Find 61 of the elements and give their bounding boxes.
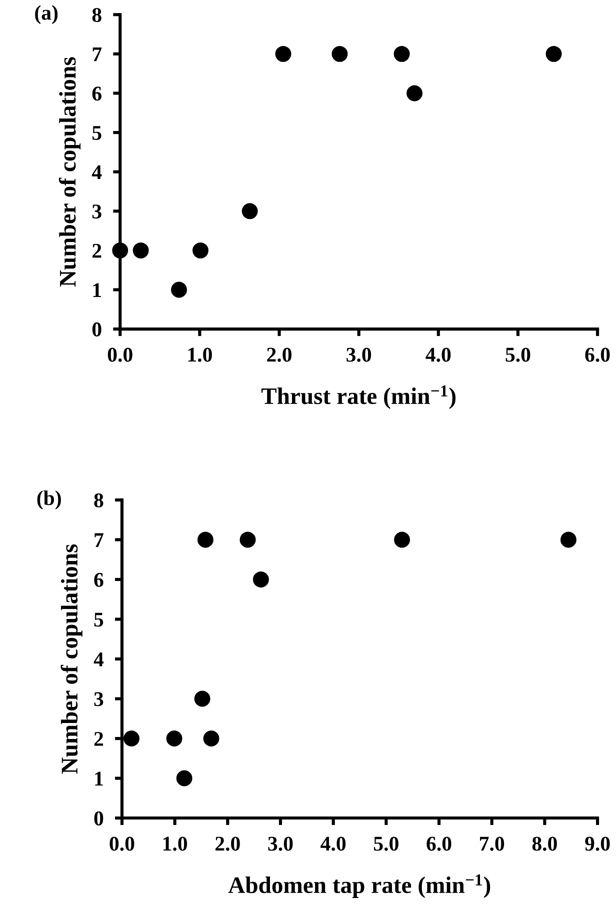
point [176, 770, 192, 786]
point [252, 572, 269, 588]
point [194, 690, 210, 707]
x-tick-label: 4.0 [320, 836, 346, 851]
chart-title: (b) [37, 490, 61, 510]
point [112, 242, 128, 258]
y-tick-label: 8 [94, 493, 104, 508]
y-axis-title: Number of copulations [60, 544, 82, 774]
x-tick-label: 9.0 [585, 836, 610, 851]
x-tick-label: 4.0 [426, 348, 451, 362]
y-tick-label: 7 [92, 48, 102, 62]
chart-title: (a) [35, 5, 58, 24]
y-tick-label: 1 [93, 283, 101, 297]
point [166, 730, 182, 746]
point [560, 532, 576, 548]
x-tick-label: 3.0 [268, 836, 293, 851]
point [394, 532, 410, 548]
x-tick-label: 5.0 [374, 836, 398, 851]
y-tick-label: 4 [94, 652, 104, 666]
y-tick-label: 5 [94, 612, 104, 627]
y-tick-label: 4 [92, 165, 102, 180]
x-tick-label: 0.0 [108, 348, 132, 362]
point [546, 46, 562, 62]
x-tick-label: 8.0 [532, 836, 557, 851]
point [394, 46, 410, 62]
y-tick-label: 6 [94, 572, 104, 587]
x-tick-label: 6.0 [585, 348, 610, 362]
point [406, 85, 422, 102]
y-tick-label: 2 [92, 244, 102, 258]
x-tick-label: 2.0 [216, 836, 240, 851]
point [332, 46, 348, 62]
x-tick-label: 1.0 [188, 348, 212, 362]
x-tick-label: 7.0 [480, 836, 504, 851]
y-tick-label: 8 [92, 8, 102, 22]
point [124, 730, 140, 746]
point [242, 203, 258, 220]
x-tick-label: 0.0 [110, 836, 134, 851]
x-tick-label: 5.0 [506, 348, 530, 362]
point [197, 532, 214, 548]
y-tick-label: 3 [94, 692, 104, 706]
y-tick-label: 1 [95, 772, 103, 786]
x-tick-label: 3.0 [346, 348, 372, 362]
point [275, 46, 292, 62]
y-tick-label: 2 [94, 732, 104, 746]
point [171, 282, 187, 298]
point [192, 242, 208, 258]
point [203, 730, 220, 746]
x-tick-label: 6.0 [426, 836, 452, 851]
y-tick-label: 0 [94, 811, 104, 826]
y-tick-label: 3 [92, 204, 102, 219]
point [240, 532, 256, 548]
y-tick-label: 6 [92, 86, 102, 101]
y-tick-label: 5 [92, 126, 102, 140]
y-tick-label: 7 [94, 533, 104, 547]
y-tick-label: 0 [92, 322, 102, 336]
point [132, 242, 149, 258]
y-axis-title: Number of copulations [58, 57, 81, 287]
x-axis-title: Thrust rate (min$^{−1}$) [261, 385, 456, 409]
x-axis-title: Abdomen tap rate (min$^{−1}$) [228, 874, 490, 898]
x-tick-label: 2.0 [267, 348, 292, 362]
x-tick-label: 1.0 [163, 836, 188, 851]
